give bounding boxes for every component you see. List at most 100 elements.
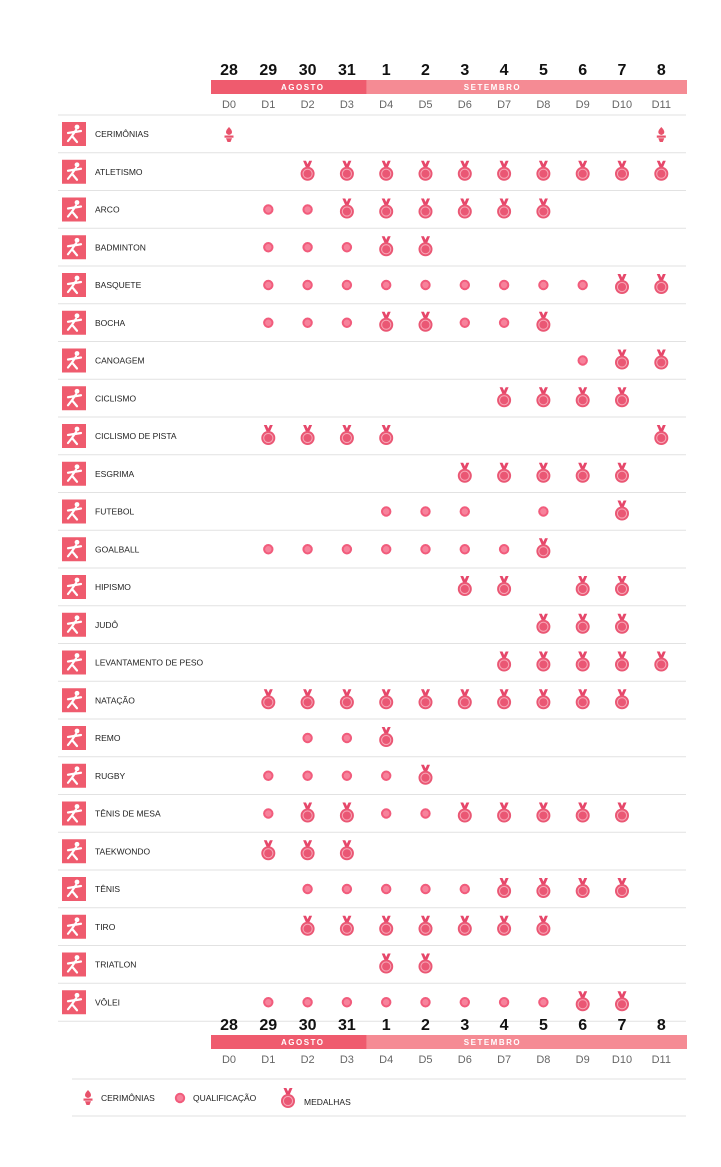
archery-icon xyxy=(62,197,86,222)
day-code-label: D5 xyxy=(418,1054,432,1066)
qualification-dot-icon xyxy=(381,883,392,895)
sport-label: NATAÇÃO xyxy=(95,695,135,705)
medal-icon xyxy=(615,651,629,672)
qualification-dot-icon xyxy=(302,204,313,215)
medal-icon xyxy=(379,160,394,181)
medal-icon xyxy=(339,160,354,181)
sport-label: CERIMÔNIAS xyxy=(95,129,149,139)
month-band-agosto xyxy=(211,80,367,94)
legend-label: MEDALHAS xyxy=(304,1097,351,1107)
qualification-dot-icon xyxy=(341,279,353,291)
medal-icon xyxy=(615,500,629,521)
day-code-label: D0 xyxy=(222,99,236,111)
taekwondo-icon xyxy=(62,839,86,864)
medal-icon xyxy=(575,689,590,710)
qualification-dot-icon xyxy=(577,355,588,366)
sport-row: VÔLEI xyxy=(58,982,686,1015)
qualification-dot-icon xyxy=(420,279,431,291)
qualification-dot-icon xyxy=(341,242,353,253)
medal-icon xyxy=(418,311,433,332)
sport-label: TÊNIS DE MESA xyxy=(95,809,161,819)
qualification-dot-icon xyxy=(263,242,274,253)
qualification-dot-icon xyxy=(341,317,353,328)
medal-icon xyxy=(615,160,629,181)
qualification-dot-icon xyxy=(498,317,510,328)
date-label: 28 xyxy=(220,1017,238,1034)
canoe-icon xyxy=(62,348,86,373)
medal-icon xyxy=(615,462,629,483)
sport-row: TRIATLON xyxy=(58,945,686,977)
qualification-dot-icon xyxy=(498,997,510,1008)
day-code-label: D5 xyxy=(418,99,432,111)
qualification-dot-icon xyxy=(381,808,392,819)
medal-icon xyxy=(536,802,551,823)
sport-row: TÊNIS DE MESA xyxy=(58,794,686,826)
powerlifting-icon xyxy=(62,650,86,675)
legend-item: CERIMÔNIAS xyxy=(83,1090,155,1105)
date-label: 28 xyxy=(220,62,238,79)
medal-icon xyxy=(339,198,354,219)
day-code-label: D4 xyxy=(379,99,393,111)
medal-icon xyxy=(615,613,629,634)
medal-icon xyxy=(654,349,669,370)
sport-label: REMO xyxy=(95,733,121,743)
date-label: 30 xyxy=(299,62,317,79)
medal-icon xyxy=(418,160,433,181)
day-code-label: D11 xyxy=(652,99,671,111)
shooting-icon xyxy=(62,914,86,939)
medal-icon xyxy=(615,387,629,408)
medal-icon xyxy=(536,689,551,710)
date-label: 5 xyxy=(539,1017,548,1034)
medal-icon xyxy=(339,802,354,823)
day-code-label: D1 xyxy=(261,99,275,111)
sport-label: ARCO xyxy=(95,205,120,215)
medal-icon xyxy=(418,236,433,257)
medal-icon xyxy=(339,840,354,861)
medal-icon xyxy=(615,349,629,370)
boccia-icon xyxy=(62,310,86,335)
medal-icon xyxy=(300,160,315,181)
medal-icon xyxy=(261,840,276,861)
medal-icon xyxy=(300,425,315,445)
qualification-dot-icon xyxy=(538,279,549,291)
date-label: 1 xyxy=(382,1017,391,1034)
medal-icon xyxy=(497,462,512,483)
qualification-dot-icon xyxy=(381,506,392,517)
date-header-top: 28 29 30 31 1 2 3 4 5 6 7 8 AGOSTO SETEMBRO D0 D1 D2 D3 D4… xyxy=(211,62,687,111)
medal-icon xyxy=(379,689,394,710)
table-tennis-icon xyxy=(62,801,86,826)
sport-label: FUTEBOL xyxy=(95,507,134,517)
medal-icon xyxy=(536,915,551,936)
medal-icon xyxy=(615,576,629,596)
sport-label: BADMINTON xyxy=(95,242,146,252)
qualification-dot-icon xyxy=(302,279,313,291)
medal-icon xyxy=(379,915,394,936)
medal-icon xyxy=(654,651,669,672)
fencing-icon xyxy=(62,461,86,486)
medal-icon xyxy=(615,802,629,823)
day-code-label: D2 xyxy=(301,99,315,111)
medal-icon xyxy=(575,991,590,1012)
qualification-dot-icon xyxy=(420,883,431,895)
medal-icon xyxy=(575,651,590,672)
track-cycling-icon xyxy=(62,424,86,448)
qualification-dot-icon xyxy=(498,544,510,555)
medal-icon xyxy=(339,915,354,936)
qualification-dot-icon xyxy=(538,506,549,517)
medal-icon xyxy=(575,462,590,483)
day-code-label: D7 xyxy=(497,1054,511,1066)
date-label: 7 xyxy=(618,1017,627,1034)
date-label: 31 xyxy=(338,1017,356,1034)
day-code-label: D8 xyxy=(536,1054,550,1066)
rugby-icon xyxy=(62,763,86,788)
day-code-label: D2 xyxy=(301,1054,315,1066)
sport-row: BOCHA xyxy=(58,303,686,335)
medal-icon xyxy=(261,689,276,710)
date-label: 1 xyxy=(382,62,391,79)
medal-icon xyxy=(418,915,433,936)
sport-row: BASQUETE xyxy=(58,265,686,297)
qualification-dot-icon xyxy=(174,1092,186,1104)
medal-icon xyxy=(536,198,551,219)
torch-icon xyxy=(224,127,234,142)
